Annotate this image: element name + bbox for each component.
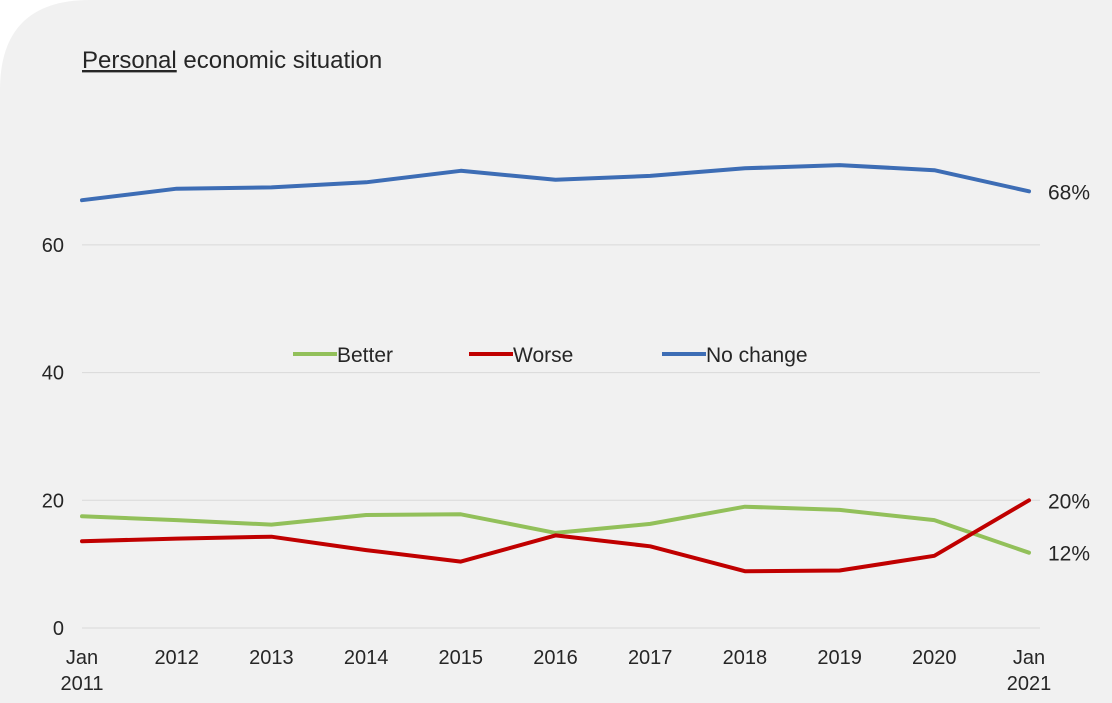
series-line-better (80, 504, 1031, 555)
legend-label-better: Better (337, 344, 393, 367)
chart-title: Personal economic situation (82, 47, 382, 74)
series-lines (80, 163, 1031, 574)
end-value-labels: 12% 20% 68% (1048, 181, 1090, 565)
x-tick-label: Jan 2011 (60, 647, 103, 695)
chart-title-underlined: Personal (82, 47, 177, 74)
legend-label-no-change: No change (706, 344, 808, 367)
legend: Better Worse No change (293, 344, 808, 367)
end-label-no-change: 68% (1048, 181, 1090, 204)
x-tick-label: Jan 2021 (1007, 647, 1052, 695)
x-tick-label: 2016 (533, 647, 578, 669)
x-tick-label: 2015 (439, 647, 484, 669)
x-tick-label: 2019 (817, 647, 862, 669)
x-tick-label: 2014 (344, 647, 389, 669)
series-line-no-change (80, 163, 1031, 203)
chart-title-rest: economic situation (177, 47, 382, 74)
x-axis-tick-labels: Jan 2011 2012 2013 2014 2015 2016 2017 2018 2019 2… (60, 647, 1051, 695)
x-tick-label: 2012 (154, 647, 199, 669)
end-label-better: 12% (1048, 543, 1090, 566)
series-line-worse (80, 498, 1031, 574)
y-tick-label: 60 (42, 235, 64, 257)
y-tick-label: 20 (42, 490, 64, 512)
legend-label-worse: Worse (513, 344, 573, 367)
x-tick-label: 2013 (249, 647, 294, 669)
y-tick-label: 0 (53, 618, 64, 640)
y-axis-tick-labels: 0 20 40 60 (42, 235, 64, 640)
end-label-worse: 20% (1048, 490, 1090, 513)
x-tick-label: 2018 (723, 647, 768, 669)
y-tick-label: 40 (42, 363, 64, 385)
x-tick-label: 2017 (628, 647, 673, 669)
grid-lines (82, 244, 1040, 629)
x-tick-label: 2020 (912, 647, 957, 669)
